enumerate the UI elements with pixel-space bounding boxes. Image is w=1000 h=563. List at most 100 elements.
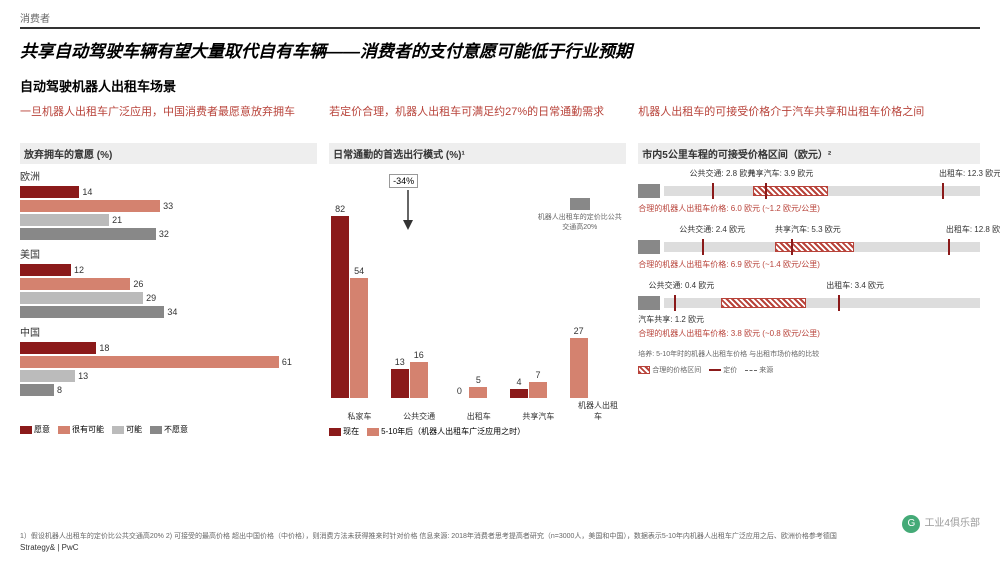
legend-swatch [638,366,650,374]
legend-text: 很有可能 [72,424,104,435]
legend-text: 定价 [723,365,737,375]
bar-row: 32 [20,227,317,240]
vbar-value: 27 [574,326,584,336]
price-track [664,298,980,308]
col2-title: 若定价合理，机器人出租车可满足约27%的日常通勤需求 [329,105,626,137]
col3-foot: 培养: 5-10年时的机器人出租车价格 与出租市场价格的比较 [638,349,980,359]
page-title: 共享自动驾驶车辆有望大量取代自有车辆——消费者的支付意愿可能低于行业预期 [20,37,980,62]
price-track [664,242,980,252]
wm-icon: G [902,515,920,533]
price-marker [942,183,944,199]
legend-item: 5-10年后（机器人出租车广泛应用之时） [367,426,525,437]
legend-item: 定价 [709,365,737,375]
bar-fill [20,384,54,396]
bar-fill [20,200,160,212]
legend-1: 愿意很有可能可能不愿意 [20,424,317,435]
vbar: 27 [570,338,588,398]
bar-fill [20,342,96,354]
vbar-label: 共享汽车 [518,411,558,422]
price-bar-wrap [638,182,980,200]
price-marker [765,183,767,199]
vbar: 54 [350,278,368,398]
vbar: 4 [510,389,528,398]
watermark: G工业4俱乐部 [902,514,980,533]
bar-value: 26 [133,279,143,289]
bar-row: 14 [20,185,317,198]
vbar: 5 [469,387,487,398]
price-note: 合理的机器人出租车价格: 6.9 欧元 (~1.4 欧元/公里) [638,259,980,270]
region-label: 欧洲 [20,168,317,183]
legend-item: 来源 [745,365,773,375]
legend-item: 合理的价格区间 [638,365,701,375]
vbar-value: 5 [476,375,481,385]
bar-value: 32 [159,229,169,239]
vbar-group: 27机器人出租车 [570,338,627,398]
columns: 一旦机器人出租车广泛应用，中国消费者最愿意放弃拥车 放弃拥车的意愿 (%) 欧洲… [20,105,980,458]
bar-fill [20,186,79,198]
section-title: 自动驾驶机器人出租车场景 [20,76,980,95]
price-marker [712,183,714,199]
bar-fill [20,278,130,290]
vbar-group: 05出租车 [450,387,507,398]
vbar-value: 16 [414,350,424,360]
vbar: 82 [331,216,349,398]
bar-row: 13 [20,369,317,382]
footnote-text: 1）假设机器人出租车的定价比公共交通高20% 2) 可接受的最高价格 超出中国价… [20,532,980,541]
legend-swatch [709,369,721,371]
bar-row: 34 [20,305,317,318]
price-label: 公共交通: 2.8 欧元 [690,168,756,179]
price-block: 公共交通: 2.4 欧元共享汽车: 5.3 欧元出租车: 12.8 欧元合理的机… [638,224,980,270]
price-block: 公共交通: 2.8 欧元共享汽车: 3.9 欧元出租车: 12.3 欧元合理的机… [638,168,980,214]
bar-value: 8 [57,385,62,395]
legend-item: 不愿意 [150,424,188,435]
vbar-label: 公共交通 [399,411,439,422]
vbar-value: 7 [536,370,541,380]
bar-fill [20,228,156,240]
col1-title: 一旦机器人出租车广泛应用，中国消费者最愿意放弃拥车 [20,105,317,137]
divider [20,27,980,29]
flag-icon [638,184,660,198]
vbar: 13 [391,369,409,398]
region-label: 美国 [20,246,317,261]
legend-swatch [58,426,70,434]
bar-row: 18 [20,341,317,354]
price-marker [791,239,793,255]
flag-icon [638,240,660,254]
footnotes: 1）假设机器人出租车的定价比公共交通高20% 2) 可接受的最高价格 超出中国价… [20,532,980,553]
bar-value: 61 [282,357,292,367]
bar-row: 26 [20,277,317,290]
price-marker [674,295,676,311]
flag-icon [638,296,660,310]
price-marker [702,239,704,255]
col1-chart-title: 放弃拥车的意愿 (%) [20,143,317,164]
price-labels: 公共交通: 0.4 欧元出租车: 3.4 欧元 [638,280,980,292]
bar-fill [20,370,75,382]
col-1: 一旦机器人出租车广泛应用，中国消费者最愿意放弃拥车 放弃拥车的意愿 (%) 欧洲… [20,105,317,458]
price-labels: 公共交通: 2.4 欧元共享汽车: 5.3 欧元出租车: 12.8 欧元 [638,224,980,236]
bar-value: 33 [163,201,173,211]
legend-swatch [150,426,162,434]
price-bar-wrap [638,238,980,256]
vbar-chart: 8254私家车1316公共交通05出租车47共享汽车27机器人出租车 [329,168,626,398]
bar-row: 29 [20,291,317,304]
vbar-label: 机器人出租车 [578,400,618,422]
price-labels: 公共交通: 2.8 欧元共享汽车: 3.9 欧元出租车: 12.3 欧元 [638,168,980,180]
legend-text: 不愿意 [164,424,188,435]
col-2: 若定价合理，机器人出租车可满足约27%的日常通勤需求 日常通勤的首选出行模式 (… [329,105,626,458]
legend-item: 现在 [329,426,359,437]
price-marker [948,239,950,255]
price-label: 出租车: 12.3 欧元 [939,168,1000,179]
bar-row: 61 [20,355,317,368]
bar-fill [20,264,71,276]
vbar: 7 [529,382,547,398]
legend-swatch [329,428,341,436]
price-track [664,186,980,196]
price-bar-wrap [638,294,980,312]
price-block: 公共交通: 0.4 欧元出租车: 3.4 欧元汽车共享: 1.2 欧元合理的机器… [638,280,980,339]
vbar-group: 1316公共交通 [391,362,448,398]
price-label: 出租车: 12.8 欧元 [946,224,1000,235]
vbar-value: 4 [517,377,522,387]
legend-swatch [745,370,757,371]
bar-fill [20,356,279,368]
header-tag: 消费者 [20,10,980,25]
